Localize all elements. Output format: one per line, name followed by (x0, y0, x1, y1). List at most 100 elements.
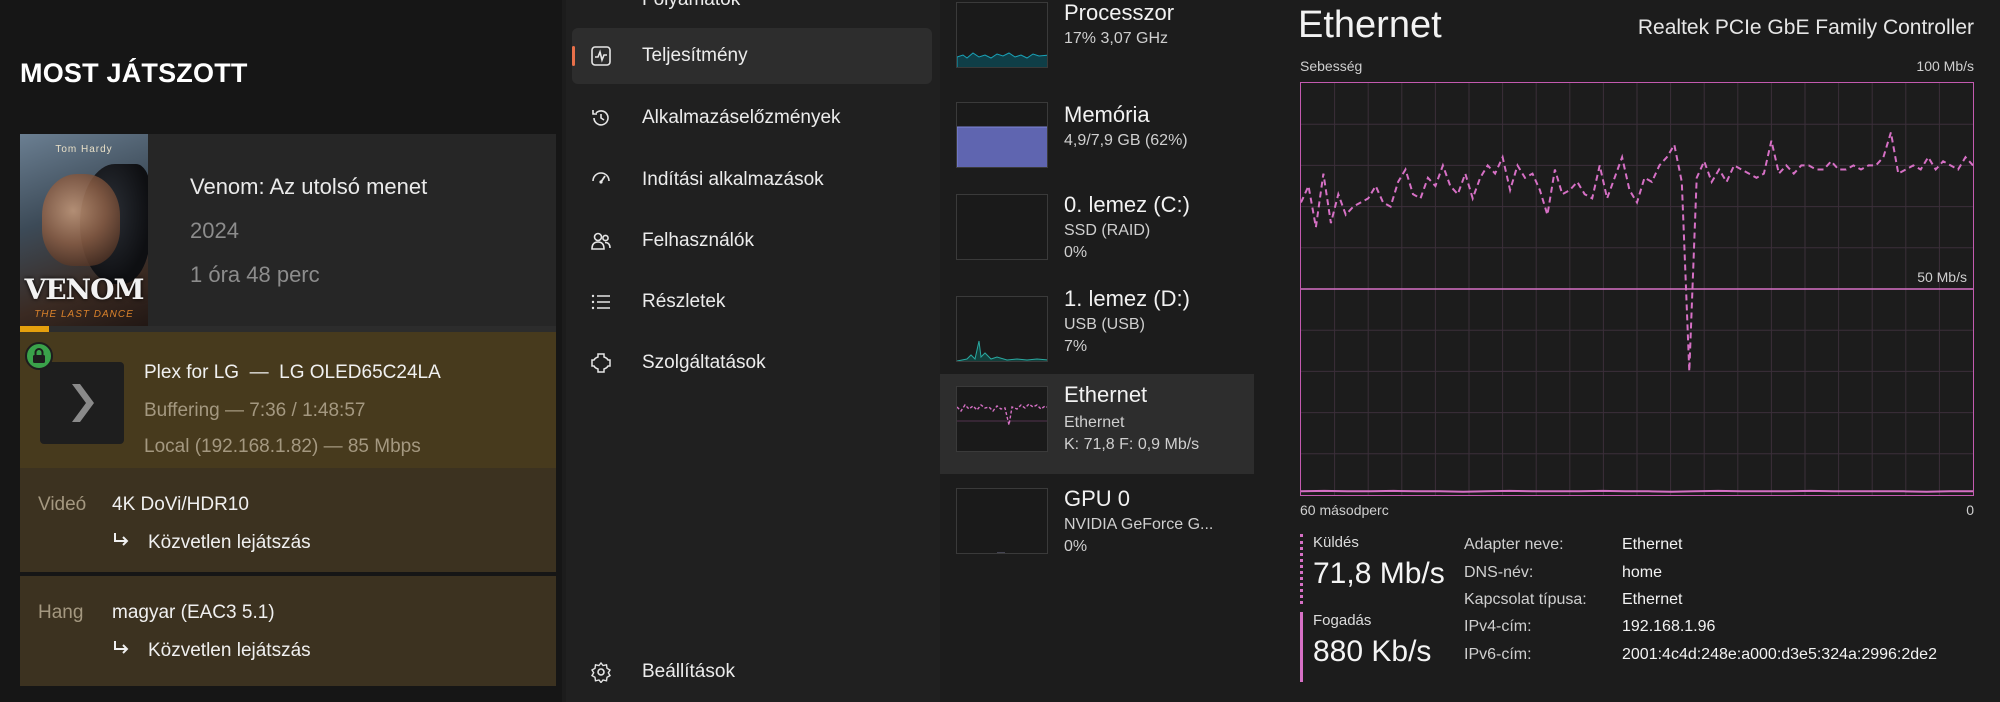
video-label: Videó (38, 494, 87, 515)
resource-usage: 0% (1064, 538, 1088, 555)
property-value: Ethernet (1622, 591, 1683, 608)
nav-item-label: Indítási alkalmazások (642, 169, 824, 190)
secure-lock-icon (25, 342, 53, 370)
receive-stat: Fogadás 880 Kb/s (1300, 612, 1450, 682)
resource-memory[interactable]: Memória 4,9/7,9 GB (62%) (940, 92, 1254, 192)
section-heading: MOST JÁTSZOTT (20, 58, 248, 88)
max-speed-label: 100 Mb/s (1916, 58, 1974, 74)
poster-actor: Tom Hardy (55, 144, 113, 155)
nav-item-label: Szolgáltatások (642, 352, 766, 373)
send-label: Küldés (1313, 534, 1359, 551)
audio-format: magyar (EAC3 5.1) (112, 602, 275, 623)
send-stat: Küldés 71,8 Mb/s (1300, 534, 1450, 604)
nav-item-performance[interactable]: Teljesítmény (572, 28, 932, 84)
nav-item-label: Részletek (642, 291, 726, 312)
resource-detail: 4,9/7,9 GB (62%) (1064, 132, 1188, 149)
resource-disk-d[interactable]: 1. lemez (D:) USB (USB) 7% (940, 286, 1254, 386)
audio-stream-row: Hang magyar (EAC3 5.1) Közvetlen lejátsz… (20, 576, 556, 686)
receive-series-line (1300, 489, 1973, 493)
resource-name: Processzor (1064, 0, 1175, 25)
property-key: IPv4-cím: (1464, 618, 1532, 635)
plex-now-playing-panel: MOST JÁTSZOTT Tom Hardy VENOM THE LAST D… (0, 0, 562, 702)
return-arrow-icon (112, 532, 148, 554)
resource-usage: 7% (1064, 338, 1088, 355)
movie-duration: 1 óra 48 perc (190, 262, 320, 287)
startup-icon (590, 169, 612, 191)
resource-name: Ethernet (1064, 382, 1148, 407)
movie-poster: Tom Hardy VENOM THE LAST DANCE (20, 134, 148, 330)
receive-label: Fogadás (1313, 612, 1372, 629)
property-key: DNS-név: (1464, 564, 1534, 581)
poster-subtitle: THE LAST DANCE (34, 309, 134, 320)
memory-sparkline (956, 102, 1048, 168)
adapter-name: Realtek PCIe GbE Family Controller (1637, 16, 1974, 39)
movie-title[interactable]: Venom: Az utolsó menet (190, 174, 428, 199)
audio-direct-play-label: Közvetlen lejátszás (148, 640, 311, 661)
processes-icon (590, 0, 612, 11)
time-axis-label: 60 másodperc (1300, 502, 1389, 518)
resource-detail: SSD (RAID) (1064, 222, 1151, 239)
resource-ethernet[interactable]: Ethernet Ethernet K: 71,8 F: 0,9 Mb/s (940, 374, 1254, 474)
resource-usage: K: 71,8 F: 0,9 Mb/s (1064, 436, 1200, 453)
throughput-graph-svg (1300, 83, 1974, 495)
history-icon (590, 107, 612, 129)
nav-item-label: Beállítások (642, 661, 735, 682)
property-value: 2001:4c4d:248e:a000:d3e5:324a:2996:2de2 (1622, 646, 1937, 663)
disk-c-sparkline (956, 194, 1048, 260)
property-key: Kapcsolat típusa: (1464, 591, 1587, 608)
video-stream-row: Videó 4K DoVi/HDR10 Közvetlen lejátszás (20, 468, 556, 572)
details-icon (590, 291, 612, 313)
nav-item-details[interactable]: Részletek (572, 274, 932, 330)
nav-item-label: Alkalmazáselőzmények (642, 107, 841, 128)
resource-gpu[interactable]: GPU 0 NVIDIA GeForce G... 0% (940, 478, 1254, 578)
session-info: Plex for LG — LG OLED65C24LA Buffering —… (20, 332, 556, 468)
resource-detail: NVIDIA GeForce G... (1064, 516, 1214, 533)
ethernet-sparkline (956, 386, 1048, 452)
resource-detail: USB (USB) (1064, 316, 1145, 333)
services-icon (590, 352, 612, 374)
poster-title: VENOM (24, 273, 144, 306)
property-key: Adapter neve: (1464, 536, 1564, 553)
resource-name: GPU 0 (1064, 486, 1131, 511)
property-value: Ethernet (1622, 536, 1683, 553)
resource-disk-c[interactable]: 0. lemez (C:) SSD (RAID) 0% (940, 184, 1254, 284)
resource-detail: Ethernet (1064, 414, 1125, 431)
send-value: 71,8 Mb/s (1313, 557, 1445, 590)
playback-progress-bar (20, 326, 556, 332)
plex-device-icon (40, 362, 124, 444)
mid-speed-label: 50 Mb/s (1917, 269, 1967, 285)
movie-year: 2024 (190, 218, 239, 243)
audio-label: Hang (38, 602, 84, 623)
time-axis-zero: 0 (1966, 502, 1974, 518)
nav-item-app-history[interactable]: Alkalmazáselőzmények (572, 90, 932, 146)
nav-item-services[interactable]: Szolgáltatások (572, 335, 932, 391)
task-manager-sidebar: Folyamatok Teljesítmény Alkalmazáselőzmé… (566, 0, 940, 702)
cpu-sparkline (956, 2, 1048, 68)
resource-detail: 17% 3,07 GHz (1064, 30, 1169, 47)
resource-usage: 0% (1064, 244, 1088, 261)
media-card[interactable]: Tom Hardy VENOM THE LAST DANCE Venom: Az… (20, 134, 556, 330)
property-key: IPv6-cím: (1464, 646, 1532, 663)
nav-item-startup-apps[interactable]: Indítási alkalmazások (572, 152, 932, 208)
disk-d-sparkline (956, 296, 1048, 362)
video-direct-play: Közvetlen lejátszás (112, 532, 311, 554)
receive-value: 880 Kb/s (1313, 635, 1432, 668)
throughput-graph: 50 Mb/s (1300, 82, 1974, 496)
page-title: Ethernet (1298, 4, 1442, 46)
resource-name: 0. lemez (C:) (1064, 192, 1190, 217)
nav-item-settings[interactable]: Beállítások (572, 644, 932, 700)
video-direct-play-label: Közvetlen lejátszás (148, 532, 311, 553)
users-icon (590, 230, 612, 252)
resource-cpu[interactable]: Processzor 17% 3,07 GHz (940, 0, 1254, 92)
resource-name: Memória (1064, 102, 1150, 127)
nav-item-label: Felhasználók (642, 230, 754, 251)
video-format: 4K DoVi/HDR10 (112, 494, 249, 515)
gpu-sparkline (956, 488, 1048, 554)
nav-item-processes[interactable]: Folyamatok (572, 0, 932, 28)
nav-item-users[interactable]: Felhasználók (572, 213, 932, 269)
speed-axis-label: Sebesség (1300, 58, 1363, 74)
ethernet-detail-pane: Ethernet Realtek PCIe GbE Family Control… (1254, 0, 2000, 702)
nav-item-label: Teljesítmény (642, 45, 748, 66)
resource-name: 1. lemez (D:) (1064, 286, 1190, 311)
buffering-status: Buffering — 7:36 / 1:48:57 (144, 400, 366, 421)
